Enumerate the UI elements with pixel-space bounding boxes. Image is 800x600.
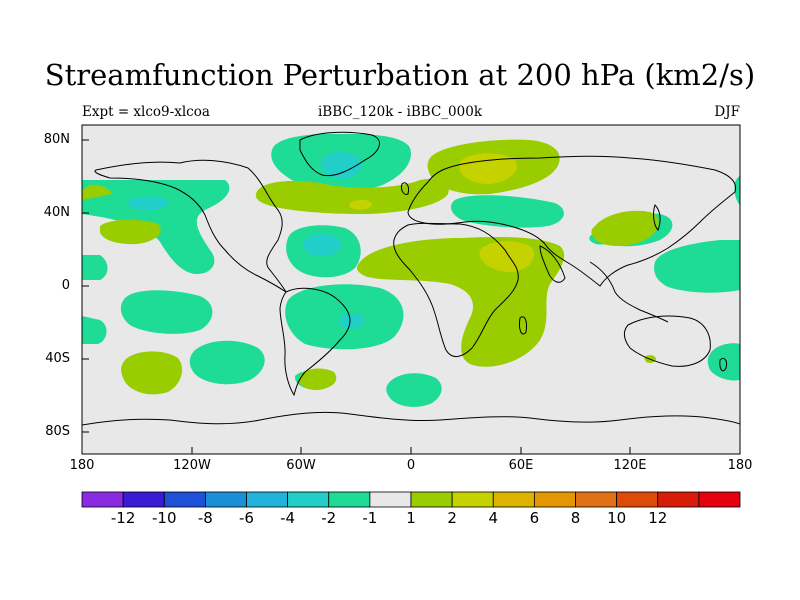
colorbar-label: -2 [321, 509, 337, 527]
greenland-negative-core [321, 152, 362, 179]
antarctica-coast [82, 411, 740, 426]
colorbar-swatch [369, 491, 412, 508]
lon-label-180e: 180 [727, 458, 753, 473]
lon-label-0: 0 [406, 458, 416, 473]
colorbar-swatch [492, 491, 535, 508]
far-east-pacific-negative-region [707, 343, 740, 381]
lat-label-eq: 0 [61, 278, 70, 293]
colorbar-swatch [698, 491, 741, 508]
colorbar-label: 1 [406, 509, 416, 527]
new-zealand-coast [719, 357, 727, 372]
season-label: DJF [714, 104, 740, 120]
colorbar-label: 10 [607, 509, 627, 527]
africa-coast [393, 222, 519, 357]
colorbar-label: -6 [239, 509, 254, 527]
lon-label-60w: 60W [286, 458, 316, 473]
colorbar-label: -1 [362, 509, 378, 527]
east-pacific-edge-negative [734, 176, 740, 205]
west-pacific-positive-small [82, 184, 112, 200]
colorbar-swatch [533, 491, 576, 508]
east-asia-positive-region [591, 210, 659, 246]
west-edge-negative-region-2 [82, 316, 107, 344]
south-atlantic-negative-core [338, 313, 365, 329]
colorbar-swatch [451, 491, 494, 508]
lon-label-120e: 120E [613, 458, 647, 473]
africa-indian-ocean-positive-core [479, 241, 534, 272]
colorbar-label: -10 [152, 509, 177, 527]
lat-label-80n: 80N [43, 132, 70, 147]
colorbar-swatch [575, 491, 618, 508]
colorbar-label: 8 [570, 509, 581, 527]
lat-label-40s: 40S [45, 351, 70, 366]
north-atlantic-positive-region [255, 178, 449, 214]
difference-label: iBBC_120k - iBBC_000k [317, 104, 483, 120]
colorbar-label: -8 [197, 509, 213, 527]
colorbar-swatch [657, 491, 700, 508]
colorbar-swatch [616, 491, 659, 508]
lon-label-120w: 120W [173, 458, 211, 473]
experiment-label: Expt = xlco9-xlcoa [82, 104, 210, 120]
lat-label-40n: 40N [43, 205, 70, 220]
northwest-pacific-negative-region [654, 240, 740, 293]
colorbar-swatch [328, 491, 371, 508]
north-pacific-positive-region [100, 219, 161, 245]
colorbar-swatch [163, 491, 206, 508]
coastlines [82, 131, 740, 426]
colorbar-label: 4 [488, 509, 499, 527]
colorbar-label: 2 [447, 509, 457, 527]
eurasia-coast [407, 155, 737, 287]
australia-coast [623, 315, 711, 367]
colorbar-label: 6 [529, 509, 540, 527]
colorbar-swatch [246, 491, 289, 508]
greenland-coast [299, 131, 380, 177]
colorbar-swatch [81, 491, 124, 508]
south-atlantic-high-lat-negative-region [386, 373, 442, 407]
axis-ticks [81, 139, 741, 454]
subtropical-south-pacific-negative-region [189, 340, 265, 385]
colorbar-label: -4 [280, 509, 296, 527]
south-america-positive-region [298, 368, 337, 390]
colorbar-swatch [204, 491, 247, 508]
lon-label-60e: 60E [508, 458, 534, 473]
west-edge-negative-region [82, 255, 108, 280]
colorbar-swatch [410, 491, 453, 508]
north-pacific-negative-core [128, 196, 169, 211]
plot-title: Streamfunction Perturbation at 200 hPa (… [44, 58, 756, 92]
india-coast [539, 245, 566, 283]
north-atlantic-positive-core [349, 200, 372, 210]
uk-coast [401, 182, 409, 195]
southeast-asia-coast [589, 261, 669, 323]
siberia-positive-core [459, 153, 518, 184]
japan-coast [653, 204, 661, 231]
colorbar [81, 491, 741, 508]
colorbar-swatch [122, 491, 165, 508]
south-america-coast [279, 287, 351, 397]
east-pacific-negative-region [120, 290, 213, 334]
madagascar-coast [519, 316, 527, 335]
lon-label-180w: 180 [69, 458, 95, 473]
colorbar-swatch [287, 491, 330, 508]
tropical-atlantic-negative-core [302, 234, 341, 257]
central-pacific-positive-region [121, 351, 183, 395]
north-africa-mideast-negative-region [450, 195, 564, 228]
lat-label-80s: 80S [45, 424, 70, 439]
colorbar-label: 12 [648, 509, 668, 527]
colorbar-label: -12 [110, 509, 136, 527]
